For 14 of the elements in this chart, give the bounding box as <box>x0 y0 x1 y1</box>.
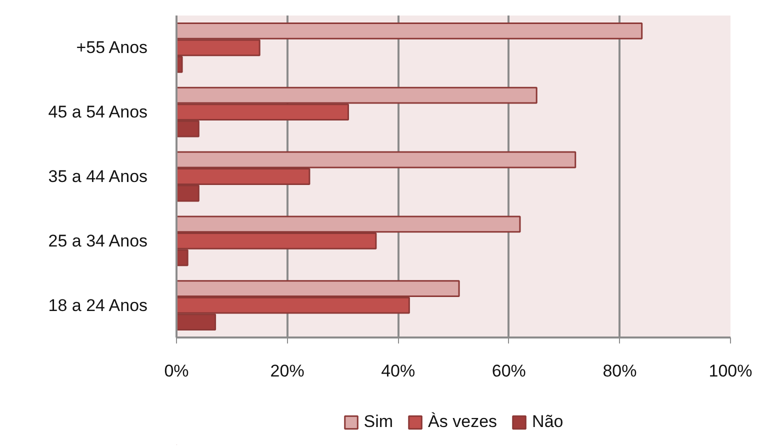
x-tick-label: 100% <box>708 362 752 380</box>
y-tick-label: +55 Anos <box>76 38 148 58</box>
x-tick-label: 80% <box>602 362 637 380</box>
x-tick-label: 20% <box>270 362 304 380</box>
x-tick-label: 40% <box>381 362 416 380</box>
x-tick-label: 0% <box>164 362 189 380</box>
legend-label: Não <box>532 412 564 432</box>
legend-label: Sim <box>364 412 394 432</box>
legend-label: Às vezes <box>428 412 498 432</box>
x-tick-label: 60% <box>492 362 526 380</box>
y-tick-label: 35 a 44 Anos <box>48 167 148 186</box>
y-tick-label: 25 a 34 Anos <box>48 231 148 250</box>
y-tick-label: 45 a 54 Anos <box>48 102 148 122</box>
y-tick-label: 18 a 24 Anos <box>48 296 148 315</box>
